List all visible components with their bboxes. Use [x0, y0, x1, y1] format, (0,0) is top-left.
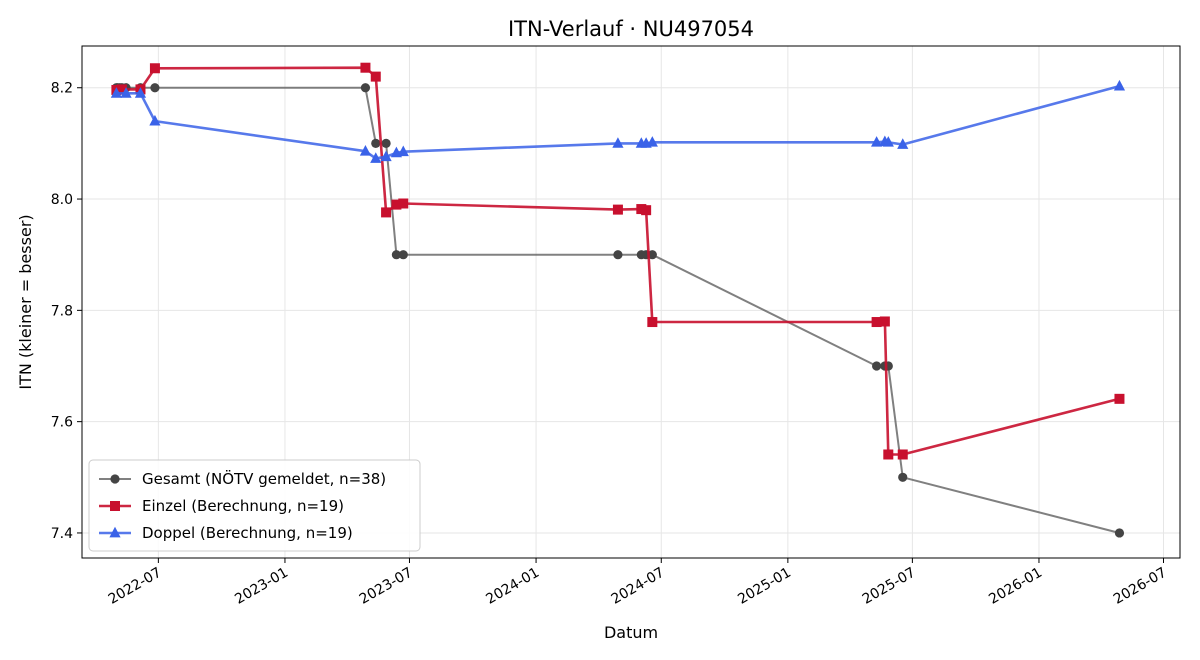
data-point	[381, 138, 391, 148]
x-tick-label: 2026-07	[1111, 565, 1170, 608]
y-tick-label: 7.4	[51, 526, 73, 542]
data-point	[883, 449, 894, 460]
x-tick-label: 2026-01	[986, 565, 1045, 608]
data-point	[882, 136, 894, 147]
legend-label: Gesamt (NÖTV gemeldet, n=38)	[142, 469, 386, 488]
data-point	[1114, 393, 1125, 404]
data-point	[646, 136, 658, 147]
x-tick-label: 2025-07	[860, 565, 919, 608]
x-tick-label: 2023-07	[357, 565, 416, 608]
data-point	[612, 137, 624, 148]
data-point	[898, 472, 908, 482]
data-point	[1114, 528, 1125, 538]
legend-entry: Gesamt (NÖTV gemeldet, n=38)	[99, 469, 386, 488]
data-point	[120, 87, 132, 98]
data-point	[613, 250, 623, 260]
data-point	[371, 138, 381, 148]
data-point	[871, 136, 883, 147]
x-tick-label: 2024-07	[609, 565, 668, 608]
y-tick-label: 7.6	[51, 415, 73, 431]
data-point	[871, 317, 882, 328]
y-tick-label: 7.8	[51, 303, 73, 319]
x-tick-label: 2025-01	[735, 565, 794, 608]
data-point	[398, 198, 409, 209]
data-point	[897, 138, 909, 149]
data-point	[397, 145, 409, 157]
series-layer	[110, 62, 1126, 538]
data-point	[1113, 79, 1126, 91]
data-point	[897, 449, 908, 460]
legend-marker	[110, 474, 120, 484]
data-point	[391, 199, 402, 210]
data-point	[370, 71, 381, 82]
data-point	[150, 83, 160, 93]
data-point	[359, 144, 372, 156]
x-axis-title: Datum	[604, 623, 658, 642]
data-point	[149, 63, 160, 74]
y-axis-title: ITN (kleiner = besser)	[16, 214, 35, 389]
data-point	[872, 361, 882, 371]
grid	[82, 46, 1180, 558]
data-point	[380, 150, 392, 162]
x-tick-label: 2022-07	[106, 565, 165, 608]
series-triangle	[110, 79, 1126, 163]
x-tick-label: 2023-01	[232, 565, 291, 608]
plot-frame	[81, 45, 1181, 559]
data-point	[391, 250, 402, 260]
data-point	[370, 152, 382, 163]
legend-marker	[110, 501, 120, 511]
data-point	[879, 316, 890, 327]
data-point	[647, 317, 658, 328]
data-point	[110, 87, 122, 98]
data-point	[647, 250, 657, 260]
legend: Gesamt (NÖTV gemeldet, n=38) Einzel (Bere…	[88, 459, 421, 552]
data-point	[641, 205, 652, 216]
data-point	[360, 62, 371, 73]
legend-entry: Einzel (Berechnung, n=19)	[99, 497, 344, 515]
data-point	[360, 83, 371, 93]
data-point	[134, 87, 147, 98]
data-point	[149, 114, 161, 126]
series-square	[111, 62, 1125, 460]
legend-box	[88, 459, 421, 552]
y-tick-label: 8.0	[51, 192, 73, 208]
data-point	[381, 207, 392, 218]
legend-label: Doppel (Berechnung, n=19)	[142, 524, 353, 542]
legend-marker	[109, 526, 121, 538]
data-point	[398, 250, 408, 260]
data-point	[612, 204, 623, 215]
chart-title: ITN-Verlauf · NU497054	[508, 17, 754, 41]
data-point	[116, 84, 127, 95]
x-tick-label: 2024-01	[483, 565, 542, 608]
legend-entry: Doppel (Berechnung, n=19)	[99, 524, 353, 542]
y-tick-label: 8.2	[51, 81, 73, 97]
legend-label: Einzel (Berechnung, n=19)	[142, 497, 344, 515]
